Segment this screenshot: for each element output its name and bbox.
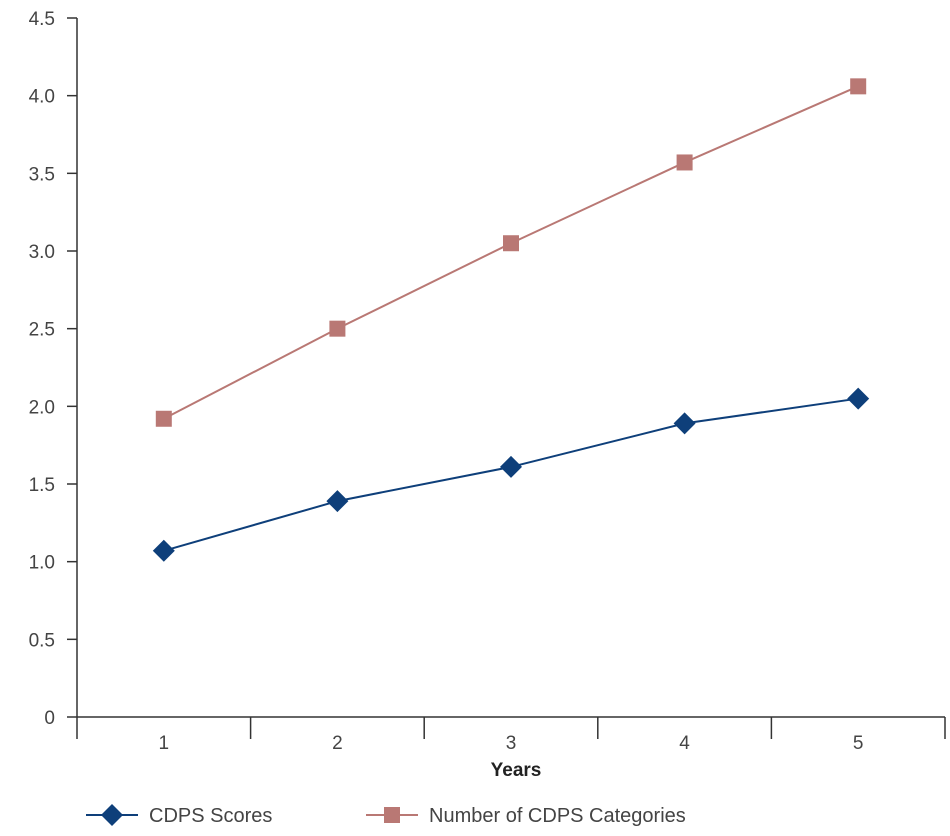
x-ticks: 1 2 3 4 5 xyxy=(76,717,946,754)
x-tick-label: 4 xyxy=(679,733,690,754)
y-tick-label: 1.5 xyxy=(29,475,55,496)
data-point-square xyxy=(155,410,172,427)
series-line xyxy=(163,85,859,420)
legend-item: CDPS Scores xyxy=(86,804,272,827)
legend-marker-square xyxy=(384,807,400,823)
data-point-square xyxy=(676,154,693,171)
y-ticks: 0 0.5 1.0 1.5 2.0 2.5 3.0 3.5 4.0 4.5 xyxy=(29,9,77,729)
x-tick-label: 3 xyxy=(506,733,517,754)
series-layer xyxy=(152,78,870,562)
data-point-diamond xyxy=(152,539,175,562)
series-2 xyxy=(155,78,867,427)
data-point-diamond xyxy=(847,387,870,410)
data-point-diamond xyxy=(500,455,522,478)
x-axis-title: Years xyxy=(491,760,542,781)
y-tick-label: 1.0 xyxy=(29,553,55,574)
y-tick-label: 3.5 xyxy=(29,164,55,185)
series-1 xyxy=(152,387,870,562)
data-point-square xyxy=(850,78,867,95)
legend-label: Number of CDPS Categories xyxy=(429,805,686,827)
legend-label: CDPS Scores xyxy=(149,805,272,827)
y-tick-label: 4.0 xyxy=(29,87,55,108)
data-point-diamond xyxy=(673,412,696,435)
y-tick-label: 3.0 xyxy=(29,242,55,263)
x-tick-label: 2 xyxy=(332,733,343,754)
data-point-diamond xyxy=(326,490,349,513)
x-tick-label: 5 xyxy=(853,733,864,754)
y-tick-label: 0 xyxy=(44,708,55,729)
legend-item: Number of CDPS Categories xyxy=(366,805,686,827)
y-tick-label: 0.5 xyxy=(29,630,55,651)
data-point-square xyxy=(329,320,346,337)
legend-marker-diamond xyxy=(101,804,123,826)
y-tick-label: 4.5 xyxy=(29,9,55,30)
x-tick-label: 1 xyxy=(159,733,170,754)
axes xyxy=(76,18,945,718)
y-tick-label: 2.5 xyxy=(29,320,55,341)
y-tick-label: 2.0 xyxy=(29,397,55,418)
data-point-square xyxy=(503,235,519,252)
legend: CDPS Scores Number of CDPS Categories xyxy=(86,804,686,827)
